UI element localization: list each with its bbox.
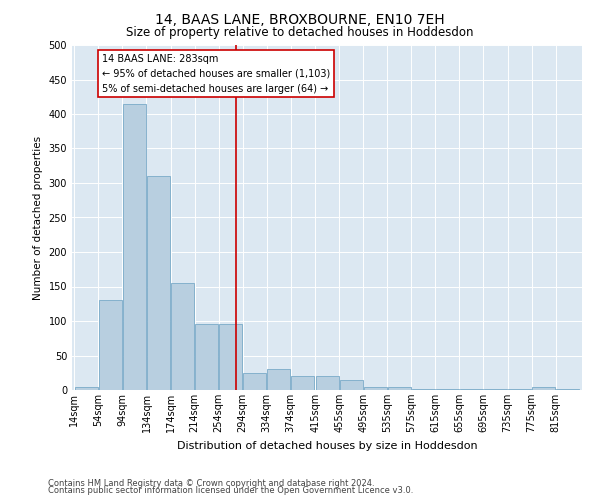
Bar <box>219 324 242 390</box>
Bar <box>388 386 411 390</box>
Bar <box>147 176 170 390</box>
Bar <box>364 386 387 390</box>
Bar <box>122 104 146 390</box>
Text: Size of property relative to detached houses in Hoddesdon: Size of property relative to detached ho… <box>126 26 474 39</box>
Bar <box>171 283 194 390</box>
Bar <box>74 386 98 390</box>
Bar <box>243 373 266 390</box>
X-axis label: Distribution of detached houses by size in Hoddesdon: Distribution of detached houses by size … <box>176 440 478 450</box>
Text: Contains public sector information licensed under the Open Government Licence v3: Contains public sector information licen… <box>48 486 413 495</box>
Bar <box>98 300 122 390</box>
Bar <box>532 386 556 390</box>
Bar <box>291 376 314 390</box>
Bar <box>195 324 218 390</box>
Text: 14 BAAS LANE: 283sqm
← 95% of detached houses are smaller (1,103)
5% of semi-det: 14 BAAS LANE: 283sqm ← 95% of detached h… <box>102 54 330 94</box>
Text: Contains HM Land Registry data © Crown copyright and database right 2024.: Contains HM Land Registry data © Crown c… <box>48 478 374 488</box>
Text: 14, BAAS LANE, BROXBOURNE, EN10 7EH: 14, BAAS LANE, BROXBOURNE, EN10 7EH <box>155 12 445 26</box>
Y-axis label: Number of detached properties: Number of detached properties <box>33 136 43 300</box>
Bar <box>316 376 339 390</box>
Bar <box>340 380 363 390</box>
Bar <box>267 370 290 390</box>
Bar <box>412 388 435 390</box>
